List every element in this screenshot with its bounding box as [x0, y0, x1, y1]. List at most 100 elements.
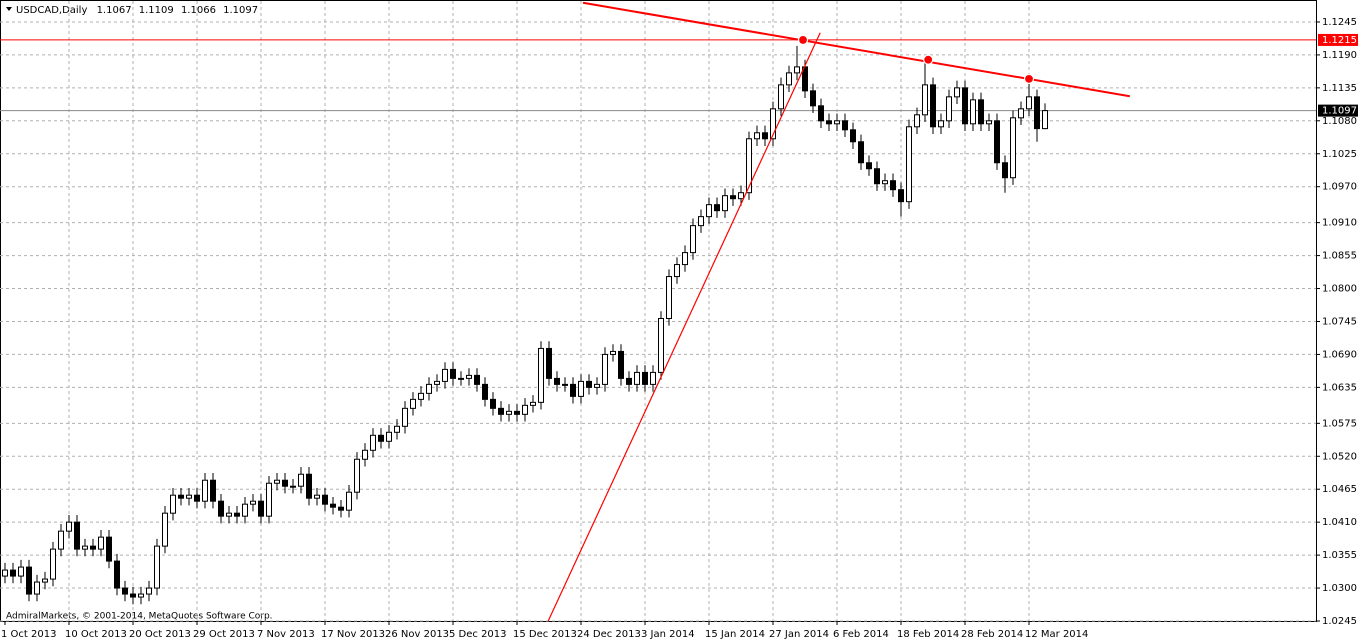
trendline: [582, 1, 1130, 98]
candle-body: [786, 72, 792, 86]
candle-body: [146, 587, 152, 595]
candle-body: [642, 371, 648, 385]
candle-body: [250, 500, 256, 505]
candle-body: [2, 569, 8, 577]
candle-body: [698, 216, 704, 227]
y-tick-label: 1.1135: [1322, 83, 1357, 94]
y-tick-label: 1.1245: [1322, 17, 1357, 28]
candle-body: [594, 383, 600, 388]
x-tick-label: 18 Feb 2014: [897, 629, 959, 640]
candle-body: [522, 404, 528, 415]
candle-body: [842, 120, 848, 131]
candle-body: [66, 521, 72, 532]
candle-body: [946, 96, 952, 122]
pivot-marker: [797, 34, 809, 46]
candle-body: [482, 383, 488, 400]
open-value: 1.1067: [97, 5, 132, 16]
candle-body: [138, 593, 144, 598]
pivot-marker: [923, 54, 934, 65]
candle-body: [162, 512, 168, 547]
candle-body: [618, 350, 624, 379]
candle-body: [1026, 96, 1032, 110]
candle-body: [626, 377, 632, 385]
candle-body: [818, 105, 824, 122]
menu-arrow: [6, 7, 12, 11]
y-tick-label: 1.0245: [1322, 616, 1357, 627]
candle-body: [114, 560, 120, 589]
candle-body: [362, 449, 368, 460]
candle-body: [986, 120, 992, 125]
candle-body: [90, 545, 96, 550]
candle-body: [378, 434, 384, 442]
candle-body: [474, 374, 480, 385]
candle-body: [922, 84, 928, 116]
candle-body: [322, 494, 328, 505]
candle-body: [1034, 96, 1040, 130]
candle-body: [586, 380, 592, 388]
candle-body: [578, 380, 584, 397]
candle-body: [418, 392, 424, 400]
candle-body: [106, 536, 112, 562]
y-tick-label: 1.0910: [1322, 218, 1357, 229]
candle-body: [346, 491, 352, 511]
pivot-marker: [1023, 73, 1035, 84]
candle-body: [714, 204, 720, 212]
candle-body: [330, 503, 336, 508]
candle-body: [762, 132, 768, 140]
candle-body: [458, 377, 464, 380]
x-tick-label: 6 Feb 2014: [833, 629, 889, 640]
x-tick-label: 7 Nov 2013: [257, 629, 315, 640]
candle-body: [994, 120, 1000, 164]
candle-body: [658, 317, 664, 373]
candle-body: [154, 545, 160, 589]
candle-body: [890, 180, 896, 191]
candle-body: [370, 434, 376, 451]
candle-body: [498, 407, 504, 415]
candle-body: [394, 425, 400, 433]
y-tick-label: 1.0745: [1322, 316, 1357, 327]
candle-body: [826, 120, 832, 125]
y-tick-label: 1.0520: [1322, 451, 1357, 462]
candle-body: [282, 479, 288, 487]
candle-body: [74, 521, 80, 550]
x-tick-label: 29 Oct 2013: [193, 629, 255, 640]
candle-body: [226, 512, 232, 517]
candle-body: [1042, 110, 1048, 130]
candle-body: [42, 578, 48, 583]
price-label: 1.1097: [1322, 106, 1357, 117]
candle-body: [58, 530, 64, 550]
candle-body: [938, 120, 944, 128]
candle-body: [202, 479, 208, 502]
candle-body: [666, 276, 672, 319]
candle-body: [306, 473, 312, 499]
y-tick-label: 1.0855: [1322, 251, 1357, 262]
candle-body: [858, 141, 864, 164]
y-tick-label: 1.1080: [1322, 116, 1357, 127]
candle-body: [954, 87, 960, 98]
candle-body: [610, 350, 616, 355]
trendline: [547, 32, 821, 622]
x-tick-label: 5 Dec 2013: [449, 629, 507, 640]
candle-body: [50, 548, 56, 580]
candle-body: [682, 252, 688, 266]
candle-body: [386, 431, 392, 442]
candle-body: [242, 503, 248, 517]
candle-body: [850, 129, 856, 143]
x-tick-label: 1 Oct 2013: [1, 629, 56, 640]
candle-body: [962, 87, 968, 125]
candle-body: [650, 371, 656, 385]
candle-body: [970, 99, 976, 125]
candle-body: [410, 398, 416, 409]
y-tick-label: 1.0635: [1322, 382, 1357, 393]
low-value: 1.1066: [181, 5, 216, 16]
candle-body: [314, 494, 320, 499]
candle-body: [834, 120, 840, 125]
candle-body: [450, 368, 456, 379]
x-tick-label: 17 Nov 2013: [321, 629, 385, 640]
candle-body: [730, 195, 736, 200]
close-value: 1.1097: [223, 5, 258, 16]
high-value: 1.1109: [139, 5, 174, 16]
level-label-box: [1318, 33, 1358, 46]
candle-body: [1018, 108, 1024, 119]
y-tick-label: 1.0690: [1322, 349, 1357, 360]
